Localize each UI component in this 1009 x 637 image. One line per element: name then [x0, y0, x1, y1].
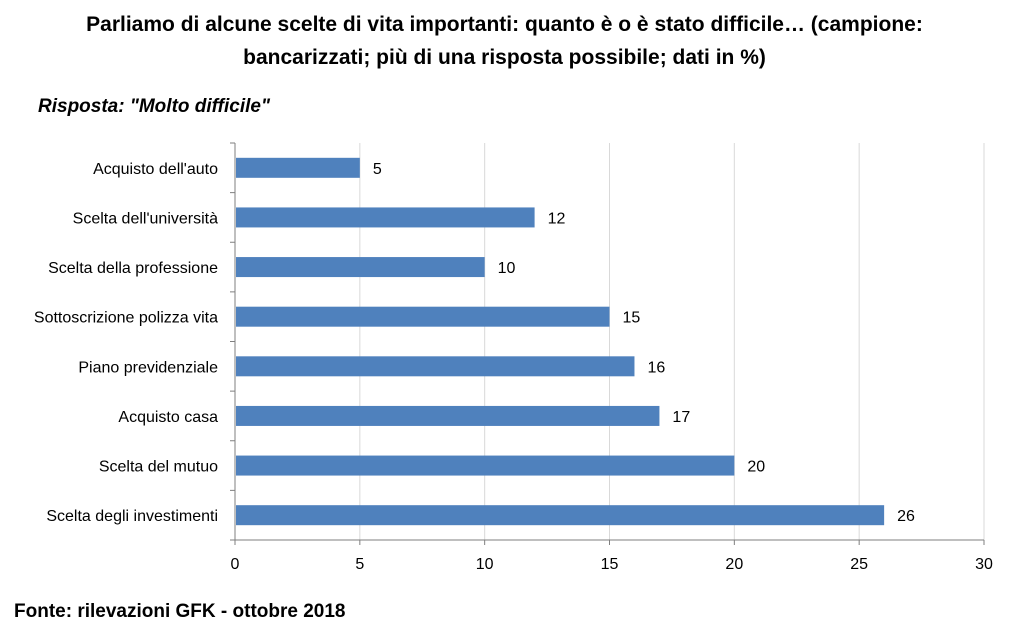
- x-tick-label: 30: [975, 556, 993, 573]
- bar: [236, 306, 610, 327]
- x-tick-label: 15: [601, 556, 619, 573]
- data-label: 16: [647, 359, 665, 376]
- bar: [236, 356, 635, 377]
- bar: [236, 157, 360, 178]
- chart-title-line-2: bancarizzati; più di una risposta possib…: [243, 46, 766, 69]
- category-label: Sottoscrizione polizza vita: [34, 310, 218, 327]
- bar: [236, 505, 885, 526]
- x-tick-label: 10: [476, 556, 494, 573]
- data-label: 20: [747, 459, 765, 476]
- bar: [236, 207, 535, 228]
- category-label: Acquisto casa: [118, 409, 218, 426]
- x-tick-label: 0: [231, 556, 240, 573]
- category-label: Scelta della professione: [48, 260, 218, 277]
- x-tick-label: 20: [725, 556, 743, 573]
- bar: [236, 455, 735, 476]
- category-label: Scelta dell'università: [73, 210, 218, 227]
- data-label: 26: [897, 508, 915, 525]
- source-note: Fonte: rilevazioni GFK - ottobre 2018: [14, 601, 346, 622]
- category-label: Piano previdenziale: [78, 359, 218, 376]
- bar: [236, 405, 660, 426]
- category-label: Acquisto dell'auto: [93, 161, 218, 178]
- data-label: 5: [373, 161, 382, 178]
- x-tick-label: 5: [355, 556, 364, 573]
- data-label: 17: [672, 409, 690, 426]
- data-label: 12: [548, 210, 566, 227]
- chart-subtitle: Risposta: "Molto difficile": [38, 96, 270, 117]
- data-label: 10: [498, 260, 516, 277]
- category-label: Scelta del mutuo: [99, 459, 218, 476]
- chart-title: Parliamo di alcune scelte di vita import…: [0, 8, 1009, 74]
- chart-title-line-1: Parliamo di alcune scelte di vita import…: [86, 13, 923, 36]
- x-tick-label: 25: [850, 556, 868, 573]
- data-label: 15: [623, 310, 641, 327]
- category-label: Scelta degli investimenti: [46, 508, 218, 525]
- bar: [236, 257, 485, 278]
